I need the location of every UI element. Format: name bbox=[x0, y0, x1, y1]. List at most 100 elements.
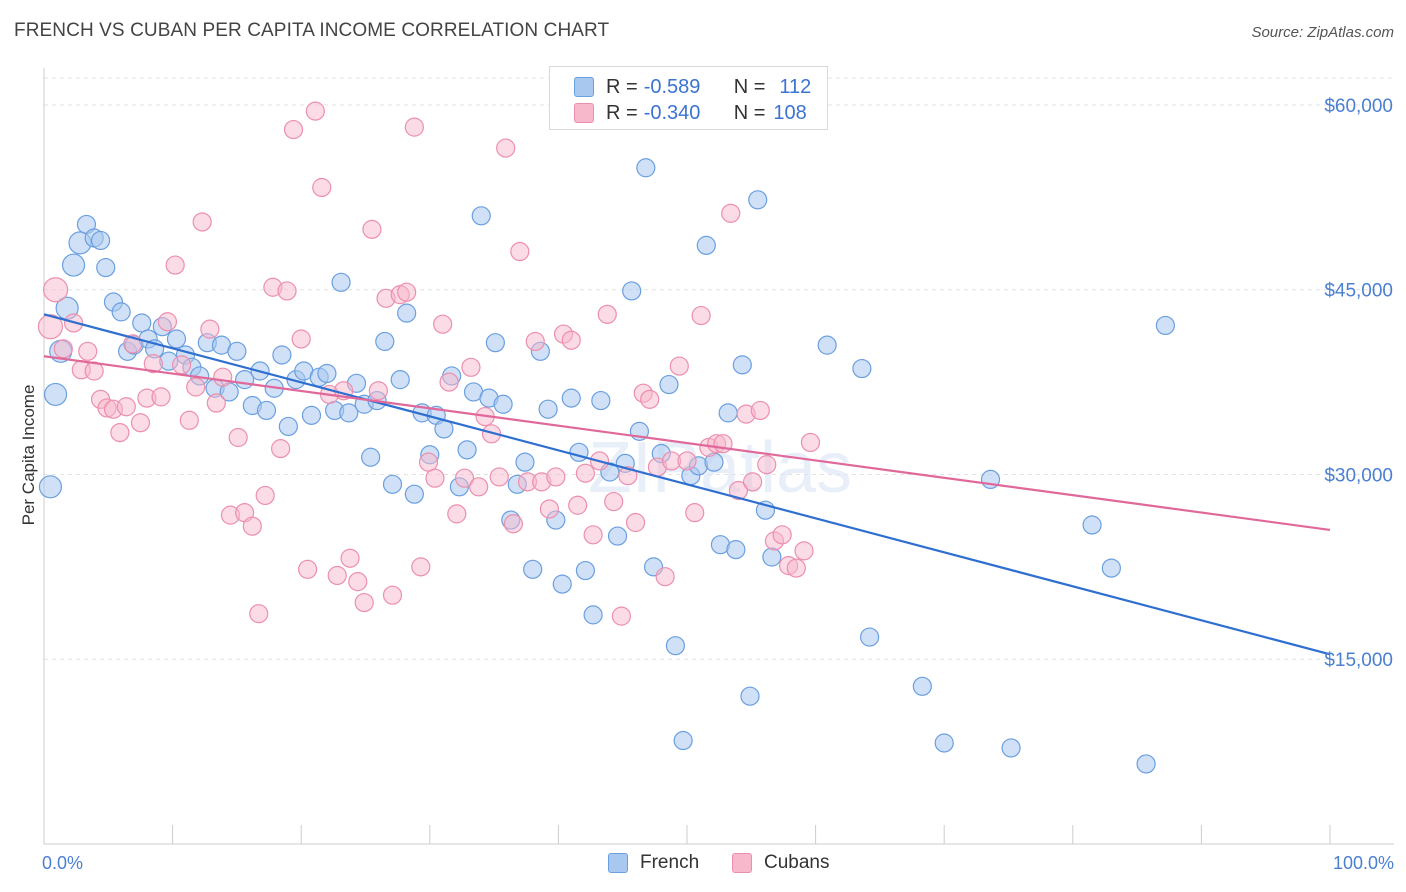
y-tick-label: $60,000 bbox=[1324, 96, 1393, 117]
french-point bbox=[607, 526, 628, 546]
cubans-point bbox=[213, 367, 233, 387]
cubans-point bbox=[625, 512, 646, 533]
french-point bbox=[659, 374, 679, 395]
french-point bbox=[622, 281, 642, 301]
cubans-point bbox=[461, 357, 481, 377]
cubans-point bbox=[42, 277, 69, 303]
r-label: R = bbox=[606, 75, 638, 98]
cubans-point bbox=[283, 119, 304, 140]
french-point bbox=[166, 329, 187, 349]
french-point bbox=[718, 403, 738, 423]
french-point bbox=[90, 230, 111, 251]
cubans-point bbox=[249, 604, 269, 624]
french-point bbox=[339, 403, 359, 423]
y-tick-label: $45,000 bbox=[1324, 281, 1393, 302]
cubans-point bbox=[255, 485, 275, 506]
french-point bbox=[471, 206, 491, 226]
cubans-point bbox=[368, 381, 388, 401]
cubans-point bbox=[721, 203, 741, 223]
french-point bbox=[38, 475, 63, 499]
french-point bbox=[583, 605, 603, 625]
cubans-point bbox=[546, 467, 566, 487]
french-point bbox=[301, 405, 322, 425]
cubans-point bbox=[271, 439, 291, 459]
cubans-point bbox=[165, 255, 185, 275]
french-point bbox=[575, 560, 596, 581]
x-tick-label-end: 100.0% bbox=[1333, 853, 1394, 873]
cubans-point bbox=[691, 305, 711, 326]
cubans-point bbox=[298, 559, 318, 579]
french-point bbox=[636, 158, 656, 178]
cubans-point bbox=[130, 413, 151, 433]
french-point bbox=[515, 452, 535, 472]
cubans-point bbox=[742, 472, 763, 492]
cubans-point bbox=[110, 422, 130, 443]
french-point bbox=[457, 440, 477, 460]
french-point bbox=[523, 559, 543, 579]
french-point bbox=[538, 399, 558, 419]
cubans-point bbox=[800, 432, 821, 453]
cubans-point bbox=[447, 504, 467, 524]
french-point bbox=[397, 303, 417, 323]
french-point bbox=[382, 474, 403, 494]
cubans-point bbox=[568, 495, 588, 515]
y-tick-label: $30,000 bbox=[1324, 465, 1393, 486]
cubans-point bbox=[510, 241, 530, 262]
french-point bbox=[96, 257, 116, 278]
french-r-value: -0.589 bbox=[643, 75, 701, 98]
french-point bbox=[552, 574, 572, 594]
cubans-point bbox=[397, 282, 417, 302]
french-point bbox=[934, 733, 954, 753]
cubans-point bbox=[575, 463, 596, 483]
french-point bbox=[375, 331, 395, 352]
french-point bbox=[61, 253, 86, 277]
french-point bbox=[404, 484, 424, 504]
french-point bbox=[485, 333, 505, 353]
french-point bbox=[762, 547, 782, 567]
cubans-point bbox=[305, 101, 325, 121]
cubans-point bbox=[433, 314, 453, 334]
legend-row-french: R = -0.589 N = 112 bbox=[574, 75, 811, 99]
cubans-point bbox=[439, 372, 459, 392]
french-point bbox=[331, 272, 351, 292]
cubans-point bbox=[327, 565, 347, 586]
cubans-point bbox=[312, 177, 332, 198]
cubans-point bbox=[418, 452, 439, 472]
cubans-point bbox=[242, 516, 262, 536]
french-point bbox=[256, 400, 277, 421]
y-tick-label: $15,000 bbox=[1324, 650, 1393, 671]
french-point bbox=[1101, 558, 1121, 578]
french-point bbox=[696, 235, 716, 255]
cubans-point bbox=[489, 467, 509, 487]
cubans-point bbox=[503, 514, 523, 534]
french-point bbox=[740, 686, 760, 706]
french-point bbox=[43, 382, 68, 407]
french-point bbox=[748, 190, 768, 210]
french-trend-line bbox=[43, 313, 1331, 656]
cubans-point bbox=[772, 525, 792, 545]
cubans-point bbox=[354, 592, 374, 613]
cubans-point bbox=[618, 466, 638, 486]
cubans-point bbox=[179, 410, 199, 430]
cubans-point bbox=[37, 314, 64, 340]
x-tick-label-start: 0.0% bbox=[42, 853, 83, 873]
cubans-point bbox=[786, 558, 806, 578]
cubans-point bbox=[597, 304, 617, 324]
cubans-point bbox=[669, 356, 689, 376]
chart-title: FRENCH VS CUBAN PER CAPITA INCOME CORREL… bbox=[14, 20, 610, 41]
french-point bbox=[1155, 315, 1175, 336]
french-point bbox=[1136, 754, 1156, 774]
french-point bbox=[912, 676, 932, 696]
cubans-point bbox=[496, 138, 516, 158]
french-n-value: 112 bbox=[779, 75, 812, 98]
french-point bbox=[111, 302, 131, 322]
french-point bbox=[852, 358, 872, 379]
cubans-point bbox=[116, 397, 136, 417]
french-point bbox=[272, 345, 292, 365]
cubans-point bbox=[757, 455, 777, 475]
cubans-point bbox=[604, 491, 624, 512]
french-point bbox=[1001, 738, 1021, 758]
french-point bbox=[665, 636, 686, 656]
cubans-point bbox=[525, 331, 545, 352]
cubans-point bbox=[78, 341, 98, 361]
